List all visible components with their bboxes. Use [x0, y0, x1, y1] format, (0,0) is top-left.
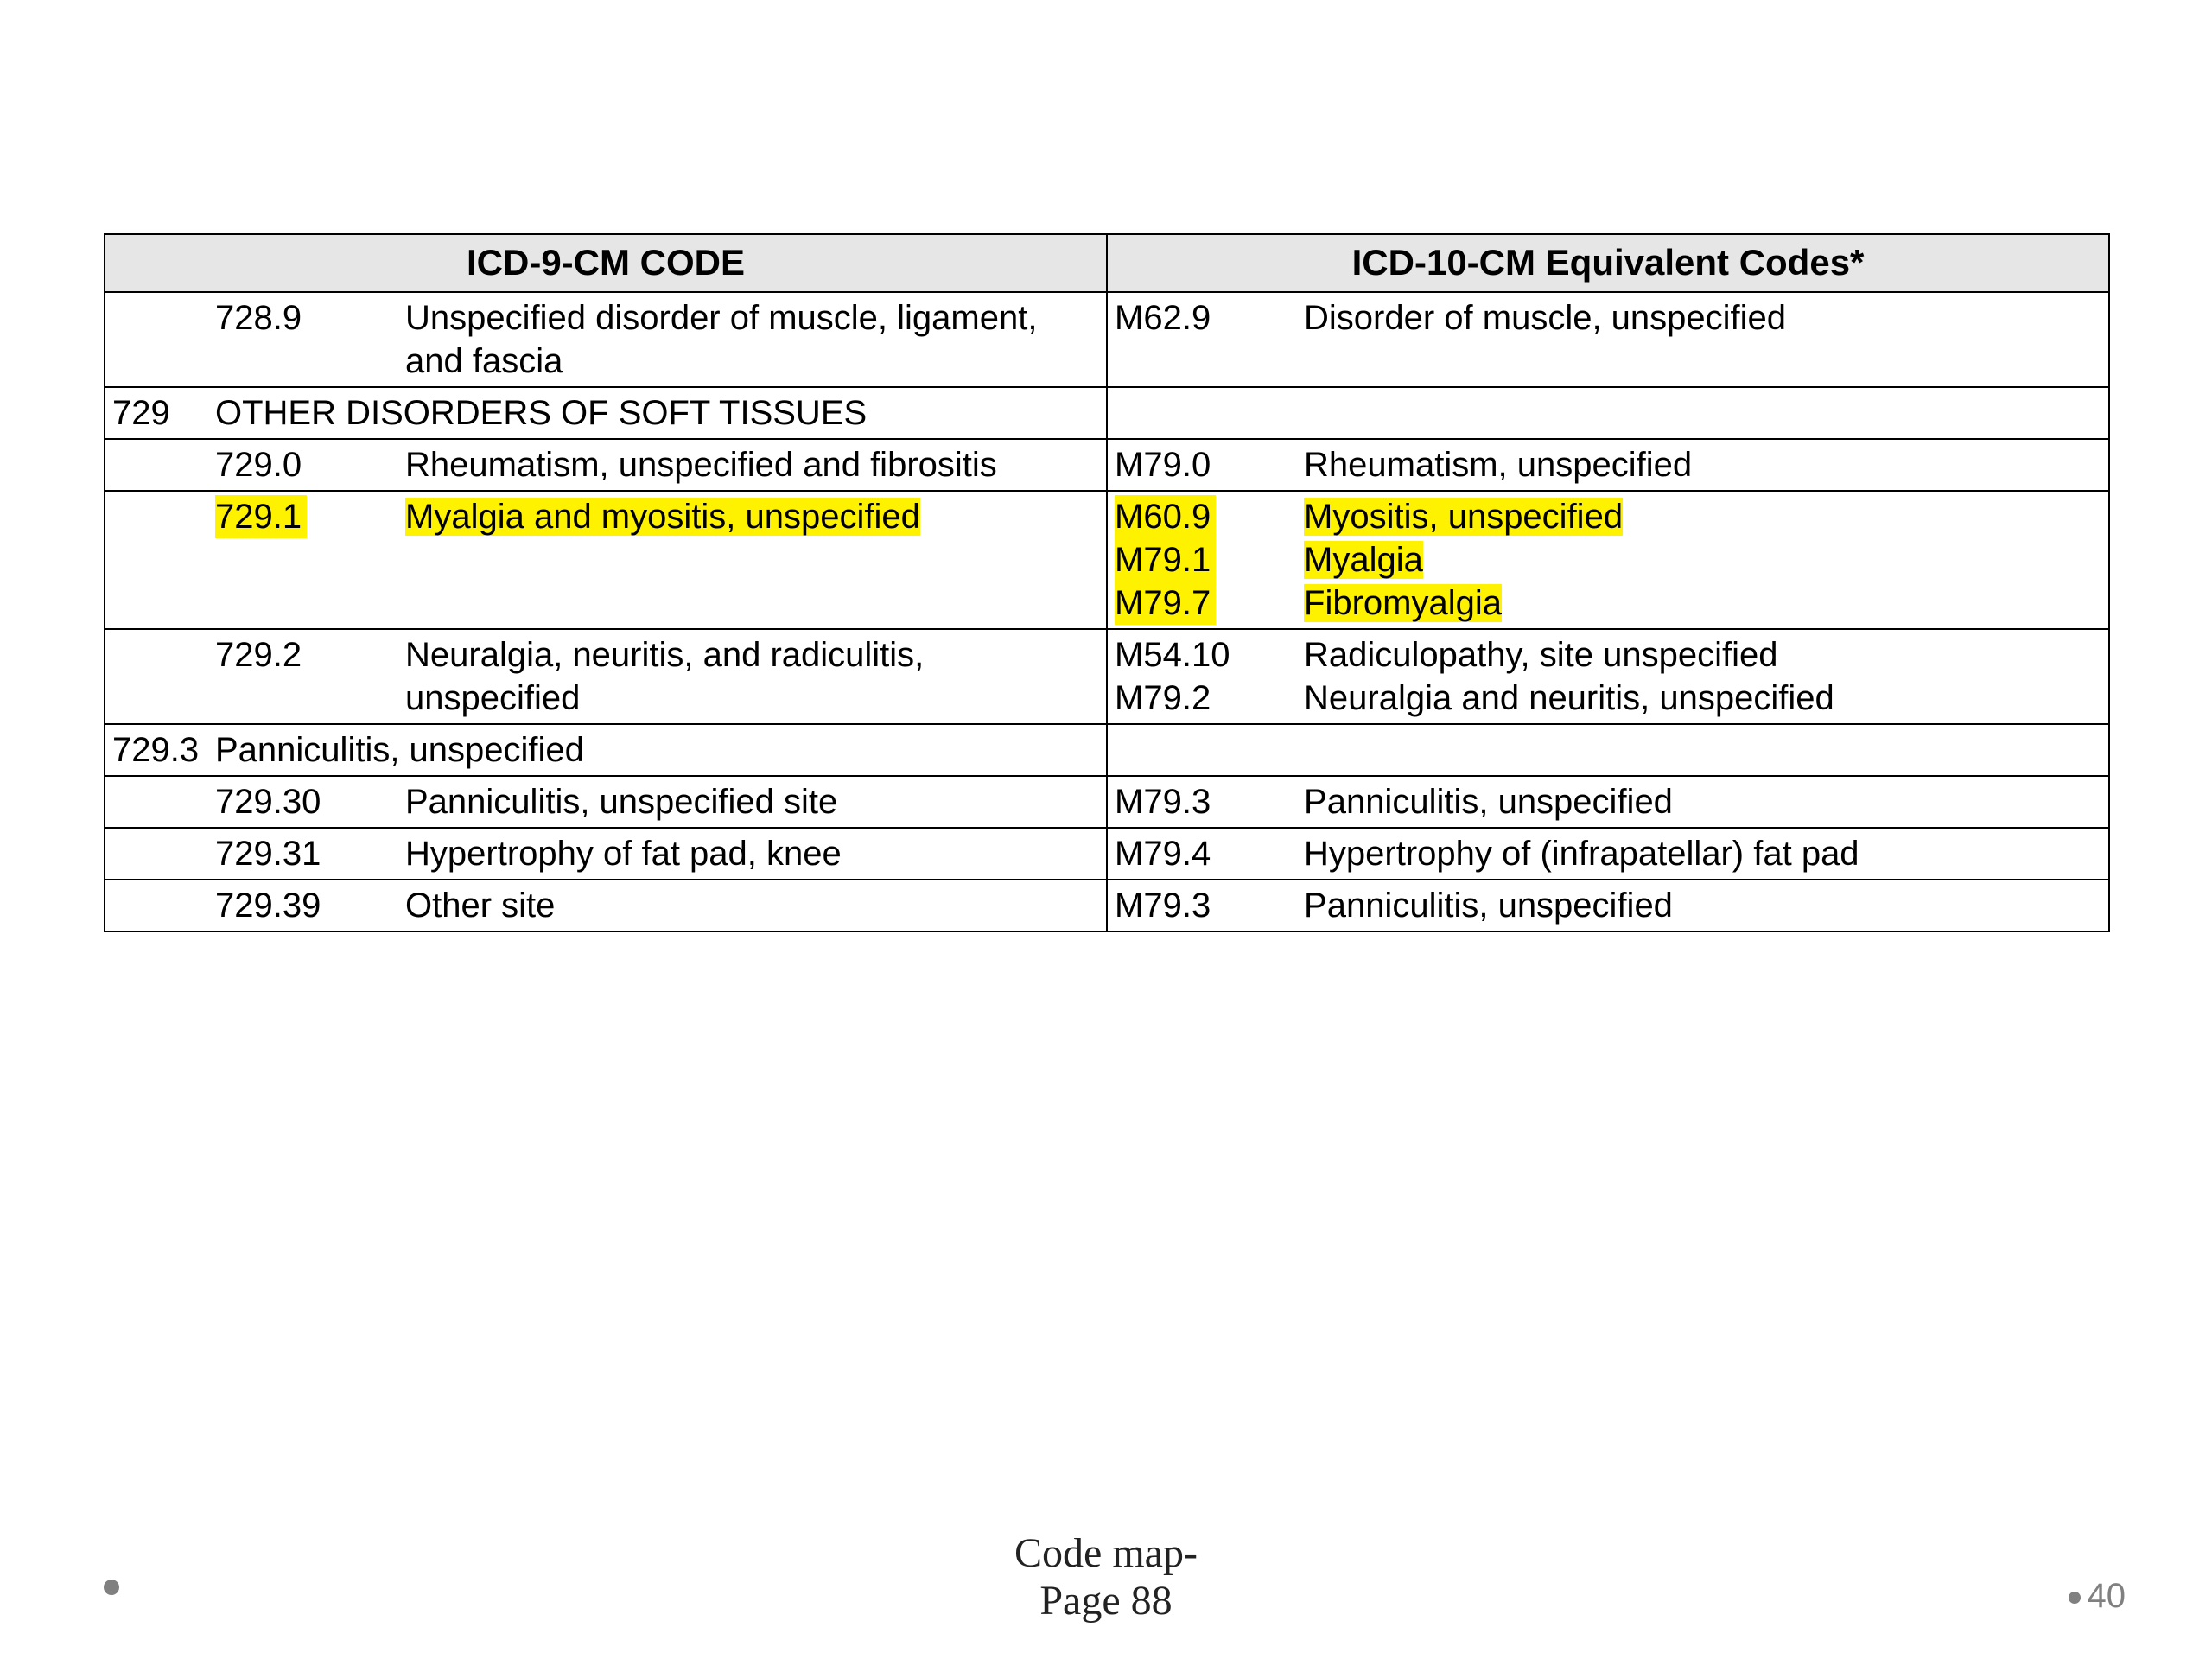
section-label-cell: Panniculitis, unspecified	[208, 724, 1107, 776]
icd10-desc: Fibromyalgia	[1304, 582, 2101, 625]
parent-code-cell	[105, 491, 208, 629]
icd10-code: M62.9	[1115, 296, 1290, 340]
icd9-desc-cell: Panniculitis, unspecified site	[398, 776, 1107, 828]
icd10-desc: Panniculitis, unspecified	[1304, 884, 2101, 927]
icd9-desc: Hypertrophy of fat pad, knee	[405, 835, 842, 873]
parent-code-cell	[105, 828, 208, 880]
icd10-desc: Myositis, unspecified	[1304, 495, 2101, 538]
parent-code-cell: 729.3	[105, 724, 208, 776]
parent-code-cell: 729	[105, 387, 208, 439]
icd10-code: M79.4	[1115, 832, 1290, 875]
icd9-code-cell: 729.1	[208, 491, 398, 629]
icd10-desc-cell: Rheumatism, unspecified	[1297, 439, 2109, 491]
icd10-code: M79.7	[1115, 582, 1290, 625]
icd9-desc-cell: Other site	[398, 880, 1107, 931]
table-row: 729.31 Hypertrophy of fat pad, knee M79.4 H…	[105, 828, 2109, 880]
icd10-code-cell: M79.4	[1107, 828, 1297, 880]
icd9-desc: Rheumatism, unspecified and fibrositis	[405, 446, 997, 484]
icd9-code-cell: 729.39	[208, 880, 398, 931]
icd9-desc: Myalgia and myositis, unspecified	[405, 498, 920, 536]
table-row: 729.3Panniculitis, unspecified	[105, 724, 2109, 776]
table-row: 729.0 Rheumatism, unspecified and fibrosi…	[105, 439, 2109, 491]
icd10-desc: Hypertrophy of (infrapatellar) fat pad	[1304, 832, 2101, 875]
page-number-text: 40	[2088, 1577, 2126, 1615]
icd10-code-cell: M60.9M79.1M79.7	[1107, 491, 1297, 629]
table-header-row: ICD-9-CM CODE ICD-10-CM Equivalent Codes…	[105, 234, 2109, 292]
icd10-code: M79.1	[1115, 538, 1290, 582]
parent-code-cell	[105, 776, 208, 828]
footer-title-line2: Page 88	[0, 1577, 2212, 1624]
section-label: Panniculitis, unspecified	[215, 731, 584, 769]
table-row: 729.30 Panniculitis, unspecified site M79.…	[105, 776, 2109, 828]
icd9-code: 729.0	[215, 446, 302, 484]
icd10-code: M60.9	[1115, 495, 1290, 538]
icd9-code-cell: 729.2	[208, 629, 398, 724]
table-row: 729.1 Myalgia and myositis, unspecified M6…	[105, 491, 2109, 629]
icd9-code: 729.2	[215, 636, 302, 674]
icd10-desc: Disorder of muscle, unspecified	[1304, 296, 2101, 340]
icd9-desc: Other site	[405, 887, 555, 925]
icd10-desc-cell: Myositis, unspecifiedMyalgiaFibromyalgia	[1297, 491, 2109, 629]
slide-page: ICD-9-CM CODE ICD-10-CM Equivalent Codes…	[0, 0, 2212, 1659]
table-row: 729.2 Neuralgia, neuritis, and radiculiti…	[105, 629, 2109, 724]
parent-code-cell	[105, 439, 208, 491]
code-table-container: ICD-9-CM CODE ICD-10-CM Equivalent Codes…	[104, 233, 2108, 932]
icd10-desc: Rheumatism, unspecified	[1304, 443, 2101, 486]
footer-title: Code map- Page 88	[0, 1529, 2212, 1624]
icd9-code: 729.1	[215, 495, 307, 538]
icd10-code: M54.10	[1115, 633, 1290, 677]
icd9-code: 729.39	[215, 887, 321, 925]
icd10-desc-cell: Radiculopathy, site unspecifiedNeuralgia…	[1297, 629, 2109, 724]
icd10-desc-cell: Panniculitis, unspecified	[1297, 880, 2109, 931]
header-icd9: ICD-9-CM CODE	[105, 234, 1107, 292]
icd9-code-cell: 729.30	[208, 776, 398, 828]
icd9-code-cell: 729.0	[208, 439, 398, 491]
icd10-desc: Radiculopathy, site unspecified	[1304, 633, 2101, 677]
parent-code-cell	[105, 880, 208, 931]
empty-cell	[1107, 387, 2109, 439]
parent-code-cell	[105, 629, 208, 724]
icd9-desc-cell: Unspecified disorder of muscle, ligament…	[398, 292, 1107, 387]
footer-title-line1: Code map-	[0, 1529, 2212, 1577]
icd10-code-cell: M79.3	[1107, 880, 1297, 931]
table-body: 728.9 Unspecified disorder of muscle, lig…	[105, 292, 2109, 931]
section-label: OTHER DISORDERS OF SOFT TISSUES	[215, 394, 867, 432]
icd10-code-cell: M79.0	[1107, 439, 1297, 491]
icd10-code: M79.3	[1115, 884, 1290, 927]
icd10-desc-cell: Hypertrophy of (infrapatellar) fat pad	[1297, 828, 2109, 880]
icd9-desc-cell: Neuralgia, neuritis, and radiculitis, un…	[398, 629, 1107, 724]
icd9-desc-cell: Myalgia and myositis, unspecified	[398, 491, 1107, 629]
icd10-desc: Neuralgia and neuritis, unspecified	[1304, 677, 2101, 720]
icd9-desc-cell: Rheumatism, unspecified and fibrositis	[398, 439, 1107, 491]
bullet-icon	[2069, 1592, 2081, 1604]
icd9-code-cell: 729.31	[208, 828, 398, 880]
icd9-code-cell: 728.9	[208, 292, 398, 387]
icd-code-table: ICD-9-CM CODE ICD-10-CM Equivalent Codes…	[104, 233, 2110, 932]
empty-cell	[1107, 724, 2109, 776]
parent-code-cell	[105, 292, 208, 387]
icd9-desc: Panniculitis, unspecified site	[405, 783, 837, 821]
icd10-code: M79.0	[1115, 443, 1290, 486]
icd9-desc: Unspecified disorder of muscle, ligament…	[405, 299, 1037, 380]
icd10-code-cell: M79.3	[1107, 776, 1297, 828]
icd9-code: 729.30	[215, 783, 321, 821]
icd10-desc: Myalgia	[1304, 538, 2101, 582]
icd10-desc: Panniculitis, unspecified	[1304, 780, 2101, 823]
icd10-code-cell: M54.10M79.2	[1107, 629, 1297, 724]
icd9-code: 728.9	[215, 299, 302, 337]
icd10-desc-cell: Panniculitis, unspecified	[1297, 776, 2109, 828]
icd10-code: M79.3	[1115, 780, 1290, 823]
icd10-desc-cell: Disorder of muscle, unspecified	[1297, 292, 2109, 387]
icd10-code-cell: M62.9	[1107, 292, 1297, 387]
header-icd10: ICD-10-CM Equivalent Codes*	[1107, 234, 2109, 292]
footer-page-number: 40	[2069, 1577, 2126, 1616]
icd10-code: M79.2	[1115, 677, 1290, 720]
table-row: 729OTHER DISORDERS OF SOFT TISSUES	[105, 387, 2109, 439]
icd9-code: 729.31	[215, 835, 321, 873]
icd9-desc: Neuralgia, neuritis, and radiculitis, un…	[405, 636, 924, 717]
icd9-desc-cell: Hypertrophy of fat pad, knee	[398, 828, 1107, 880]
table-row: 728.9 Unspecified disorder of muscle, lig…	[105, 292, 2109, 387]
table-row: 729.39 Other site M79.3 Panniculitis, unspe…	[105, 880, 2109, 931]
section-label-cell: OTHER DISORDERS OF SOFT TISSUES	[208, 387, 1107, 439]
